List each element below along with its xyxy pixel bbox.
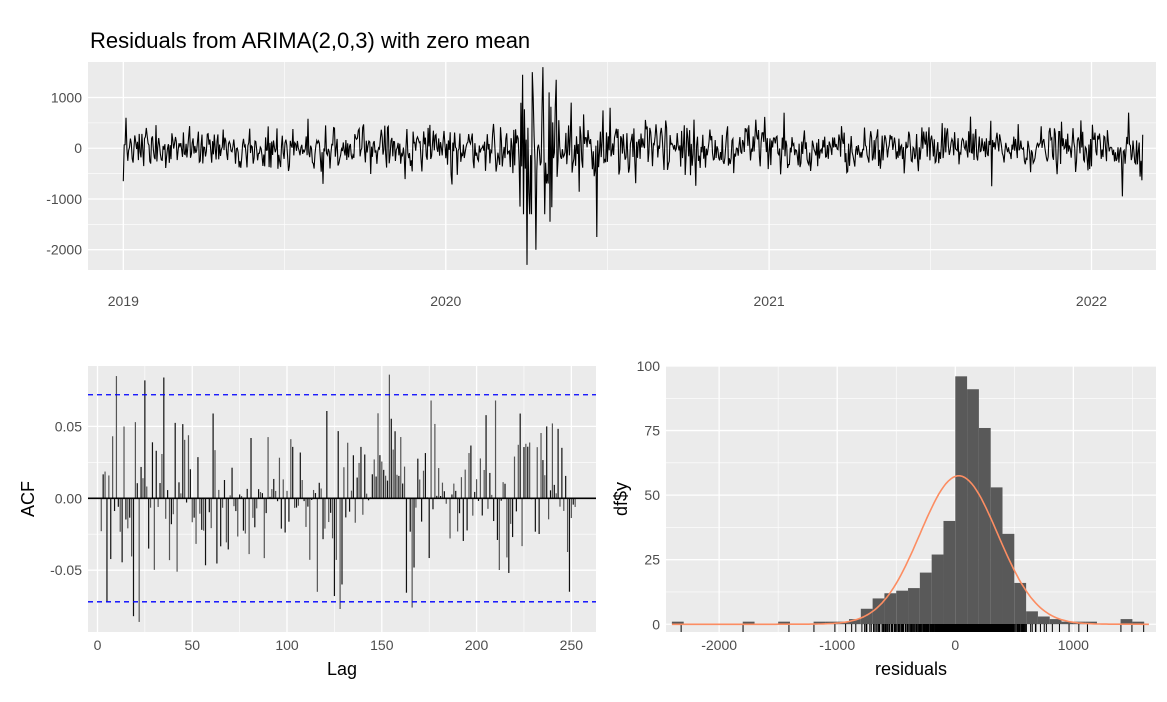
residuals-x-tick-label: 2020 [430,293,461,309]
histogram-bar [860,608,873,625]
acf-x-tick-label: 50 [184,637,200,653]
histogram-bar [908,588,920,625]
residuals-y-tick-label: 1000 [51,90,82,106]
histogram-bars [671,376,1145,625]
residuals-y-tick-labels: 1000 0 -1000 -2000 [46,90,82,258]
histogram-y-tick-label: 50 [644,487,660,503]
histogram-panel: 0 25 50 75 100 -2000 -1000 0 1000 residuals df$… [611,358,1156,679]
histogram-y-tick-label: 75 [644,423,660,439]
histogram-bar [849,619,861,625]
acf-y-tick-label: 0.05 [55,418,82,434]
histogram-x-tick-label: 0 [951,637,959,653]
histogram-bar [778,621,790,625]
residuals-panel-background [88,62,1156,270]
residuals-series [122,67,1144,265]
histogram-panel-background [666,366,1156,632]
residuals-y-tick-label: -1000 [46,191,82,207]
histogram-x-axis-label: residuals [875,659,947,679]
histogram-y-tick-label: 0 [652,616,660,632]
histogram-normal-curve-group [671,474,1149,626]
acf-confidence-bounds [88,394,596,603]
histogram-bar [872,598,885,625]
residuals-x-tick-label: 2021 [754,293,785,309]
histogram-bar [1049,619,1062,625]
histogram-bar [1132,621,1145,625]
histogram-bar [1014,582,1027,625]
histogram-y-tick-labels: 0 25 50 75 100 [637,358,661,632]
histogram-bar [955,376,968,625]
histogram-bar [884,593,897,625]
acf-x-tick-label: 250 [560,637,584,653]
acf-y-tick-labels: 0.05 0.00 -0.05 [50,418,82,578]
histogram-bar [671,621,684,625]
acf-y-axis-label: ACF [18,481,38,517]
residuals-y-tick-label: 0 [74,140,82,156]
histogram-bar [943,520,956,625]
histogram-x-tick-label: 1000 [1058,637,1089,653]
residuals-line [122,67,1144,265]
histogram-bar [967,389,979,625]
histogram-x-tick-labels: -2000 -1000 0 1000 [701,637,1089,653]
acf-y-tick-label: 0.00 [55,490,82,506]
acf-x-tick-label: 150 [370,637,394,653]
histogram-x-tick-label: -1000 [819,637,855,653]
histogram-bar [1026,611,1038,625]
histogram-bar [1002,533,1015,625]
histogram-bar [813,621,826,625]
histogram-bar [1120,619,1133,625]
residuals-x-tick-label: 2022 [1076,293,1107,309]
figure-title: Residuals from ARIMA(2,0,3) with zero me… [90,28,530,53]
histogram-y-axis-label: df$y [611,482,631,516]
histogram-x-tick-label: -2000 [701,637,737,653]
acf-bars [88,374,596,622]
histogram-rug [680,624,1145,632]
histogram-bar [1061,621,1074,625]
acf-x-tick-label: 200 [465,637,489,653]
acf-x-tick-label: 100 [275,637,299,653]
acf-panel: 0.05 0.00 -0.05 0 50 100 150 200 250 Lag ACF [18,366,596,679]
acf-x-tick-labels: 0 50 100 150 200 250 [94,637,584,653]
histogram-bar [990,487,1003,625]
histogram-bar [919,572,932,625]
histogram-bar [896,590,909,625]
residuals-panel: 1000 0 -1000 -2000 2019 2020 2021 2022 [46,62,1156,309]
acf-x-tick-label: 0 [94,637,102,653]
histogram-normal-curve [671,474,1149,626]
histogram-y-tick-label: 25 [644,552,660,568]
histogram-bar [1037,616,1050,625]
histogram-bar [742,621,755,625]
acf-y-tick-label: -0.05 [50,562,82,578]
histogram-bar [931,554,944,625]
residuals-x-tick-labels: 2019 2020 2021 2022 [108,293,1108,309]
acf-x-axis-label: Lag [327,659,357,679]
residuals-x-tick-label: 2019 [108,293,139,309]
histogram-bar [978,427,991,625]
residuals-y-tick-label: -2000 [46,242,82,258]
histogram-y-tick-label: 100 [637,358,661,374]
